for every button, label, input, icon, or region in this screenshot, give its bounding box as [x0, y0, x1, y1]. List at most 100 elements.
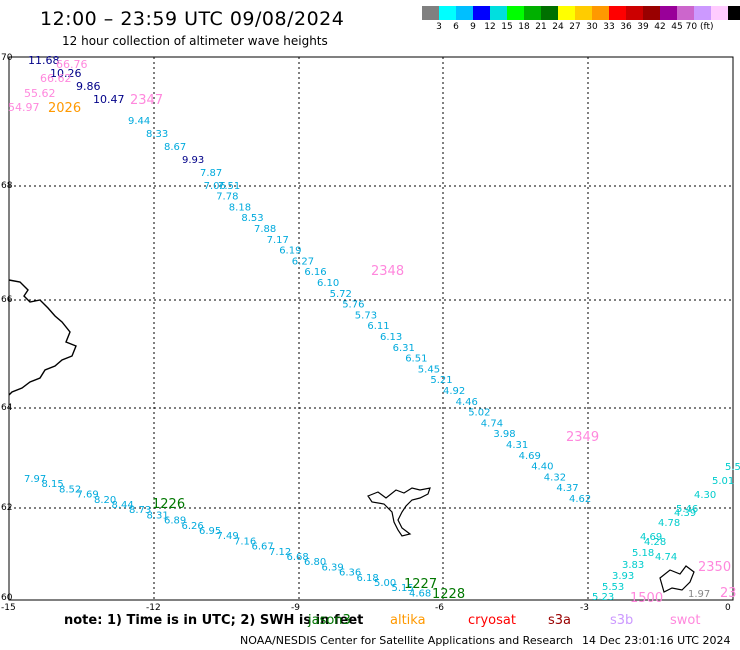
color-swatch	[473, 6, 490, 20]
legend-item-s3a: s3a	[548, 613, 572, 628]
track-value-label: 4.28	[644, 537, 666, 548]
color-swatch	[609, 6, 626, 20]
grid-lines	[9, 57, 733, 600]
track-value-label: 4.68	[409, 588, 431, 599]
track-value-label: 7.51	[218, 181, 240, 192]
track-value-label: 6.39	[322, 562, 344, 573]
track-value-label: 6.51	[405, 354, 427, 365]
color-scale-label: 70 (ft)	[685, 22, 714, 32]
track-value-label: 7.49	[217, 531, 239, 542]
pass-time-label: 2347	[130, 93, 163, 108]
track-value-label: 7.16	[234, 536, 256, 547]
x-tick-label: -15	[1, 603, 16, 613]
track-value-label: 5.72	[330, 289, 352, 300]
track-value-label: 5.5	[725, 462, 740, 473]
track-value-label: 5.21	[430, 375, 452, 386]
track-value-label: 5.00	[374, 578, 396, 589]
y-tick-label: 60	[1, 593, 13, 603]
page-subtitle: 12 hour collection of altimeter wave hei…	[62, 34, 328, 48]
track-value-label: 4.40	[531, 462, 553, 473]
shetland-coastline	[659, 565, 695, 593]
pass-time-label: 2349	[566, 430, 599, 445]
track-value-label: 3.83	[622, 560, 644, 571]
track-value-label: 8.33	[146, 129, 168, 140]
color-swatch	[439, 6, 456, 20]
track-value-label: 7.06	[204, 181, 226, 192]
track-value-label: 3.98	[493, 429, 515, 440]
track-value-label: 66.62	[40, 72, 72, 85]
legend-item-altika: altika	[390, 613, 426, 628]
track-value-label: 5.23	[592, 592, 614, 603]
track-value-label: 8.18	[229, 202, 251, 213]
track-value-label: 4.92	[443, 386, 465, 397]
color-swatch	[524, 6, 541, 20]
iceland-coastline	[8, 279, 77, 396]
color-scale-label: 9	[470, 22, 476, 32]
track-value-label: 9.44	[128, 116, 150, 127]
track-value-label: 6.10	[317, 278, 339, 289]
map-frame	[8, 56, 734, 601]
credit-text: NOAA/NESDIS Center for Satellite Applica…	[240, 634, 574, 647]
track-value-label: 5.01	[712, 476, 734, 487]
y-tick-label: 62	[1, 503, 12, 513]
track-value-label: 6.18	[357, 573, 379, 584]
x-tick-label: 0	[725, 603, 731, 613]
track-value-label: 54.97	[8, 101, 40, 114]
track-value-label: 6.68	[287, 552, 309, 563]
color-swatch	[456, 6, 473, 20]
track-value-label: 9.86	[76, 80, 101, 93]
track-value-label: 6.11	[367, 321, 389, 332]
track-value-label: 8.15	[42, 479, 64, 490]
track-value-label: 6.80	[304, 557, 326, 568]
track-value-label: 4.78	[658, 518, 680, 529]
track-value-label: 1.97	[688, 589, 710, 600]
track-value-label: 3.93	[612, 571, 634, 582]
track-value-label: 7.78	[216, 192, 238, 203]
track-value-label: 4.31	[506, 440, 528, 451]
x-tick-label: -3	[580, 603, 589, 613]
track-value-label: 8.44	[112, 500, 134, 511]
pass-time-label: 2350	[698, 560, 731, 575]
track-value-label: 6.95	[199, 526, 221, 537]
color-scale-labels: 3 6 9 12 15 18 21 24 27 30 33 36 39 42 45 70 (ft)	[422, 22, 740, 34]
track-value-label: 4.37	[556, 483, 578, 494]
color-swatch	[694, 6, 711, 20]
track-value-label: 7.97	[24, 474, 46, 485]
track-value-label: 6.19	[279, 246, 301, 257]
footer-note: note: 1) Time is in UTC; 2) SWH is in fe…	[64, 613, 364, 628]
legend-item-swot: swot	[670, 613, 701, 628]
track-value-label: 7.12	[269, 547, 291, 558]
track-value-label: 4.32	[544, 472, 566, 483]
track-value-label: 5.73	[355, 310, 377, 321]
color-scale-label: 15	[501, 22, 513, 32]
track-value-label: 8.31	[147, 510, 169, 521]
track-value-label: 5.15	[392, 583, 414, 594]
legend-item-jason3: jason3	[308, 613, 351, 628]
track-value-label: 10.47	[93, 93, 125, 106]
track-value-label: 6.16	[304, 267, 326, 278]
track-value-label: 11.68	[28, 54, 60, 67]
x-tick-label: -9	[291, 603, 300, 613]
page-title: 12:00 – 23:59 UTC 09/08/2024	[40, 8, 345, 30]
color-swatch	[677, 6, 694, 20]
track-value-label: 4.74	[655, 552, 677, 563]
track-value-label: 7.17	[267, 235, 289, 246]
color-scale-label: 21	[535, 22, 547, 32]
color-swatch	[558, 6, 575, 20]
track-value-label: 8.53	[241, 213, 263, 224]
track-value-label: 6.26	[182, 521, 204, 532]
track-value-label: 1500	[630, 591, 663, 606]
color-scale-label: 42	[654, 22, 666, 32]
legend-item-s3b: s3b	[610, 613, 634, 628]
track-value-label: 6.67	[252, 542, 274, 553]
credit-date: 14 Dec 23:01:16 UTC 2024	[582, 634, 731, 647]
pass-time-label: 1226	[152, 497, 185, 512]
y-tick-label: 68	[1, 181, 13, 191]
track-value-label: 10.26	[50, 67, 82, 80]
color-swatch	[728, 6, 740, 20]
color-swatch	[490, 6, 507, 20]
track-value-label: 66.76	[56, 58, 88, 71]
track-value-label: 4.62	[569, 494, 591, 505]
color-swatch	[422, 6, 439, 20]
track-value-label: 5.02	[468, 408, 490, 419]
